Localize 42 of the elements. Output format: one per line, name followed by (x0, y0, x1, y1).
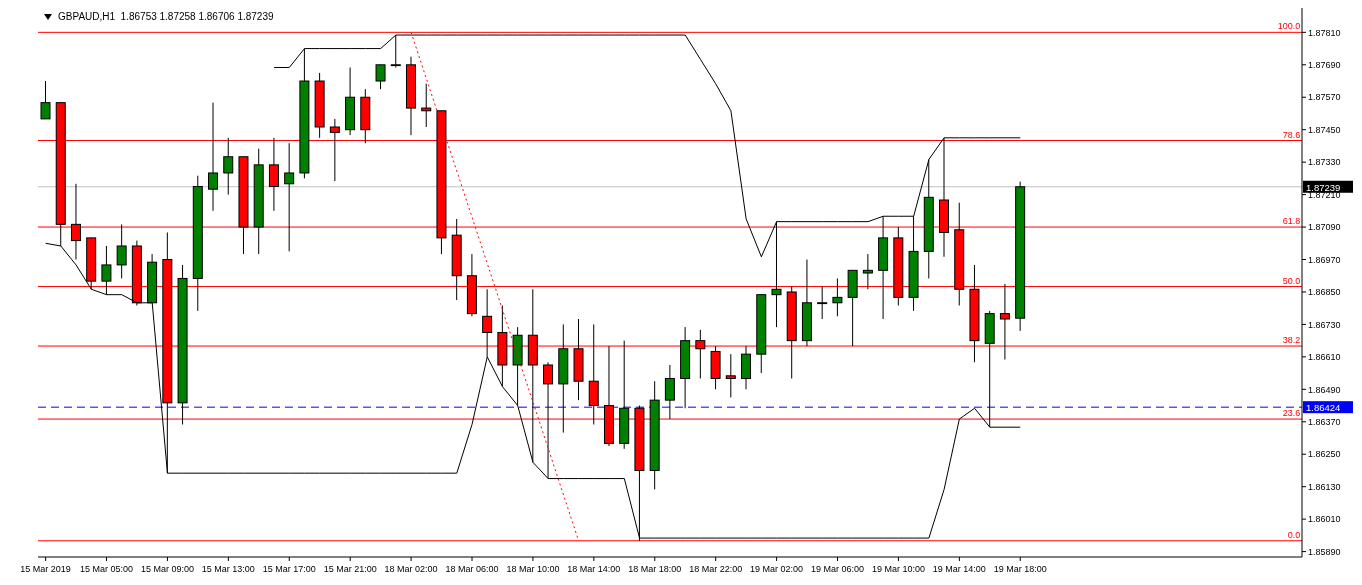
annotation: 50.0 (1282, 275, 1301, 286)
annotation: 0.0 (1287, 529, 1301, 540)
annotation: 78.6 (1282, 129, 1301, 140)
x-tick-label: 19 Mar 18:00 (993, 564, 1047, 574)
y-tick-label: 1.86130 (1308, 481, 1341, 492)
x-tick-label: 19 Mar 14:00 (932, 564, 986, 574)
x-tick-label: 15 Mar 21:00 (323, 564, 377, 574)
x-tick-label: 15 Mar 05:00 (80, 564, 134, 574)
x-tick-label: 19 Mar 02:00 (750, 564, 804, 574)
y-tick-label: 1.87810 (1308, 27, 1341, 38)
x-tick-label: 18 Mar 10:00 (506, 564, 560, 574)
y-tick-label: 1.86730 (1308, 319, 1341, 330)
annotation: 38.2 (1282, 335, 1301, 346)
x-tick-label: 15 Mar 2019 (20, 564, 71, 574)
x-tick-label: 19 Mar 06:00 (810, 564, 865, 574)
x-tick-label: 15 Mar 13:00 (201, 564, 255, 574)
y-tick-label: 1.87570 (1308, 92, 1341, 103)
x-tick-label: 18 Mar 14:00 (567, 564, 621, 574)
annotation: 100.0 (1277, 21, 1301, 32)
ref-line-label: 1.86424 (1306, 402, 1341, 414)
x-tick-label: 18 Mar 18:00 (628, 564, 682, 574)
y-tick-label: 1.87330 (1308, 157, 1341, 168)
annotation: 61.8 (1282, 216, 1301, 227)
x-tick-label: 18 Mar 06:00 (445, 564, 499, 574)
y-tick-label: 1.87690 (1308, 59, 1341, 70)
y-tick-label: 1.86610 (1308, 352, 1341, 363)
x-tick-label: 19 Mar 10:00 (871, 564, 925, 574)
y-tick-label: 1.86970 (1308, 254, 1341, 265)
y-tick-label: 1.85890 (1308, 546, 1341, 557)
y-tick-label: 1.86370 (1308, 416, 1341, 427)
y-tick-label: 1.86850 (1308, 287, 1341, 298)
y-tick-label: 1.87090 (1308, 222, 1341, 233)
x-tick-label: 15 Mar 09:00 (140, 564, 194, 574)
annotation: 23.6 (1282, 408, 1301, 419)
x-tick-label: 15 Mar 17:00 (262, 564, 316, 574)
chart-title: GBPAUD,H1 1.86753 1.87258 1.86706 1.87239 (58, 11, 274, 22)
x-tick-label: 18 Mar 02:00 (384, 564, 438, 574)
x-tick-label: 18 Mar 22:00 (689, 564, 743, 574)
y-tick-label: 1.86010 (1308, 514, 1341, 525)
y-tick-label: 1.87450 (1308, 124, 1341, 135)
y-tick-label: 1.86250 (1308, 449, 1341, 460)
y-tick-label: 1.86490 (1308, 384, 1341, 395)
